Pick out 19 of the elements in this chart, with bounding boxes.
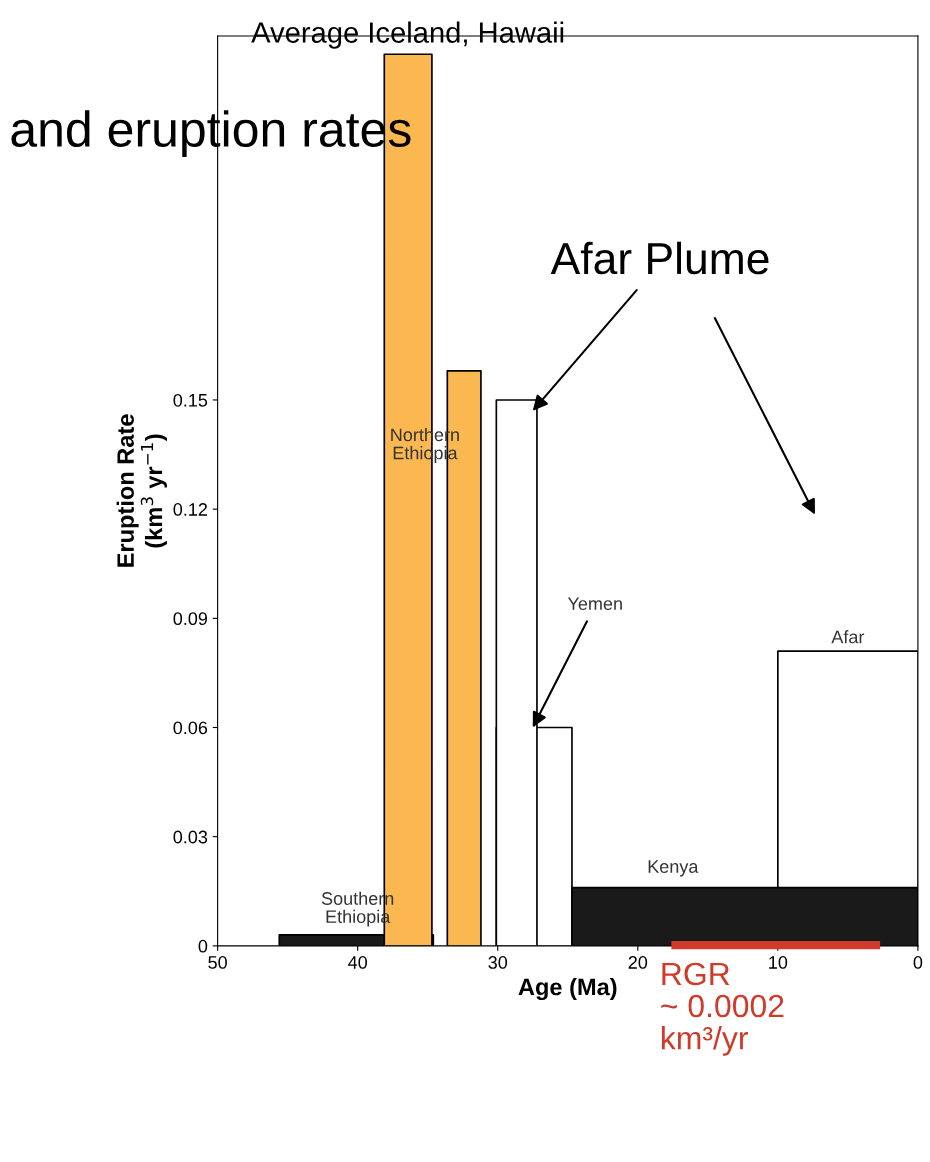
x-tick-label: 40 <box>348 956 368 969</box>
annotation: Afar <box>831 630 865 644</box>
y-tick-label: 0.06 <box>173 721 208 735</box>
y-tick-label: 0.09 <box>173 612 208 626</box>
y-tick-label: 0.03 <box>173 830 208 844</box>
x-axis-title: Age (Ma) <box>518 977 617 1001</box>
x-tick-label: 50 <box>208 956 227 969</box>
annotation: Yemen <box>567 597 622 611</box>
y-tick-label: 0.12 <box>173 503 207 516</box>
annotation: Average Iceland, Hawaii <box>251 21 564 49</box>
x-tick-label: 0 <box>913 956 923 969</box>
annotation: Kenya <box>648 860 699 877</box>
y-axis-title: Eruption Rate (km$^{3}$ yr$^{−1}$) <box>116 414 167 567</box>
x-tick-label: 10 <box>769 956 788 969</box>
y-tick-label: 0 <box>198 939 208 953</box>
x-tick-label: 30 <box>488 956 508 969</box>
x-tick-label: 20 <box>628 956 648 969</box>
annotation: Afar Plume <box>550 241 769 275</box>
y-tick-label: 0.15 <box>173 393 208 407</box>
